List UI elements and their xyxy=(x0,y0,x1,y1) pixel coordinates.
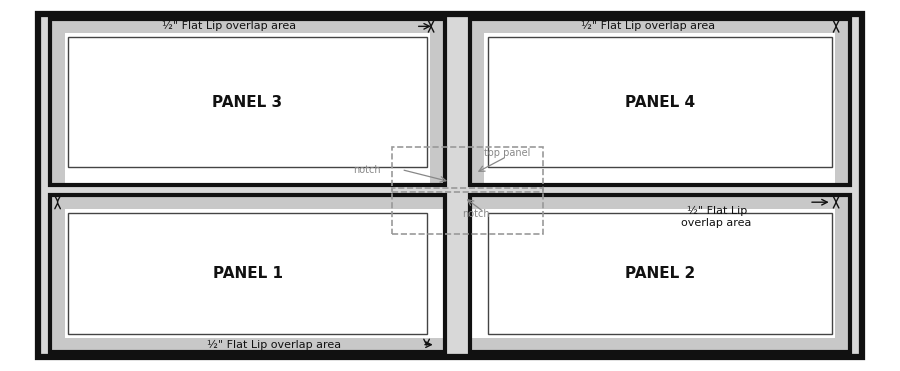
Text: ½" Flat Lip overlap area: ½" Flat Lip overlap area xyxy=(162,21,297,32)
Bar xyxy=(470,338,850,352)
Text: PANEL 1: PANEL 1 xyxy=(212,266,283,281)
Bar xyxy=(430,19,445,185)
Bar xyxy=(470,19,850,185)
Text: ½" Flat Lip overlap area: ½" Flat Lip overlap area xyxy=(581,21,716,32)
Text: PANEL 2: PANEL 2 xyxy=(625,266,695,281)
Text: ½" Flat Lip
overlap area: ½" Flat Lip overlap area xyxy=(681,206,751,228)
Bar xyxy=(835,19,850,185)
Text: top panel: top panel xyxy=(484,148,531,158)
Bar xyxy=(470,19,850,33)
Bar xyxy=(470,19,484,185)
Bar xyxy=(835,195,850,352)
Bar xyxy=(470,195,850,209)
Text: PANEL 4: PANEL 4 xyxy=(625,95,695,109)
Text: ½" Flat Lip overlap area: ½" Flat Lip overlap area xyxy=(207,339,342,350)
Bar xyxy=(50,195,445,209)
Bar xyxy=(68,213,427,334)
Bar xyxy=(68,37,427,167)
Bar xyxy=(470,19,850,185)
Bar xyxy=(50,19,65,185)
Bar xyxy=(50,19,445,33)
Text: notch: notch xyxy=(462,209,490,219)
Bar xyxy=(50,195,445,352)
Bar xyxy=(470,195,850,352)
Bar xyxy=(50,19,445,185)
Bar xyxy=(392,147,543,192)
Bar xyxy=(50,338,445,352)
Text: notch: notch xyxy=(353,165,381,174)
Bar xyxy=(50,195,445,352)
Bar xyxy=(488,37,832,167)
Bar xyxy=(488,213,832,334)
Text: PANEL 3: PANEL 3 xyxy=(212,95,283,109)
Bar xyxy=(470,195,850,352)
Bar xyxy=(50,19,445,185)
Bar xyxy=(50,195,65,352)
Bar xyxy=(392,188,543,234)
